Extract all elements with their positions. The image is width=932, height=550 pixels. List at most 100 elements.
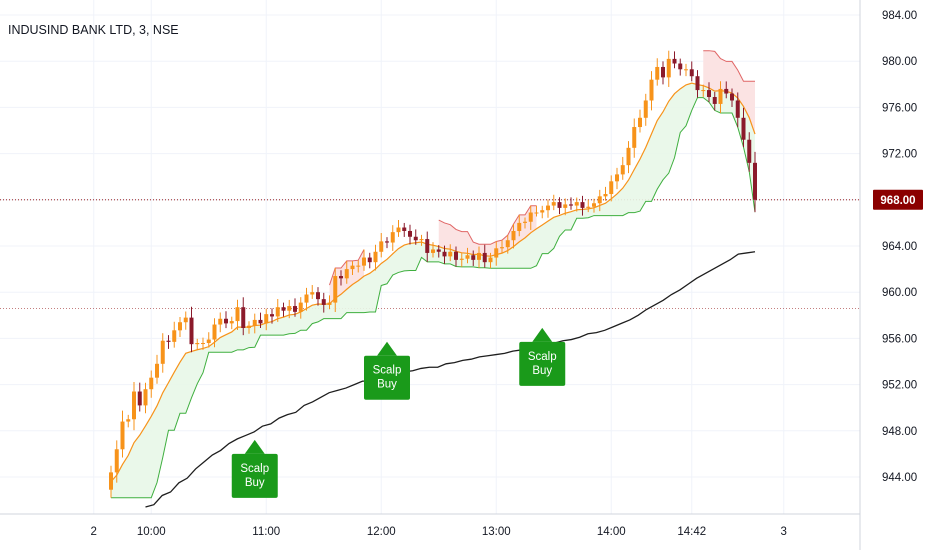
- candle-body: [362, 257, 366, 266]
- candle-body: [264, 314, 269, 324]
- candle-body: [114, 449, 119, 473]
- candle-body: [505, 240, 510, 248]
- candle-body: [293, 306, 297, 312]
- signal-label: Buy: [245, 477, 265, 489]
- candle-body: [206, 339, 211, 344]
- last-price-tag: 968.00: [873, 189, 923, 210]
- candle-body: [224, 318, 228, 324]
- candle-body: [189, 317, 194, 345]
- candle-body: [569, 204, 573, 206]
- candle-body: [339, 276, 343, 279]
- signal-label: Scalp: [240, 463, 269, 475]
- candle-body: [523, 221, 527, 223]
- resistance-fill: [703, 50, 755, 135]
- support-line: [111, 97, 756, 499]
- candle-body: [379, 241, 384, 252]
- resistance-fill: [438, 205, 537, 257]
- candle-body: [649, 79, 654, 101]
- resistance-line: [703, 50, 755, 82]
- candle-body: [707, 90, 711, 98]
- candle-body: [655, 66, 660, 80]
- candle-body: [557, 202, 562, 208]
- candle-body: [367, 257, 372, 263]
- scalp-buy-signals: Scalp Buy Scalp Buy Scalp Buy: [231, 327, 566, 498]
- candle-body: [350, 265, 355, 270]
- candle-body: [597, 196, 602, 204]
- candle-body: [718, 88, 723, 104]
- candle-body: [741, 117, 746, 140]
- candle-body: [212, 324, 217, 340]
- candle-body: [275, 307, 280, 317]
- candle-body: [574, 202, 579, 206]
- candle-body: [344, 269, 349, 279]
- signal-label: Scalp: [528, 351, 557, 363]
- signal-arrow: [244, 439, 265, 454]
- candle-body: [661, 66, 665, 78]
- candle-body: [454, 251, 458, 260]
- price-tick-label: 980.00: [882, 56, 917, 68]
- candle-body: [201, 343, 205, 345]
- candle-body: [258, 319, 263, 324]
- price-tick-label: 956.00: [882, 333, 917, 345]
- candle-body: [592, 203, 596, 207]
- candle-body: [643, 100, 648, 118]
- candle-body: [385, 241, 389, 243]
- signal-label: Scalp: [373, 365, 402, 377]
- candle-body: [551, 202, 556, 206]
- candle-body: [316, 292, 320, 300]
- candle-body: [603, 194, 608, 197]
- candle-body: [615, 174, 619, 182]
- candle-body: [132, 391, 136, 420]
- candle-body: [747, 139, 752, 163]
- signal-box: [364, 355, 410, 400]
- candle-body: [695, 76, 700, 91]
- candle-body: [304, 294, 309, 303]
- candle-body: [120, 421, 125, 450]
- price-tick-label: 944.00: [882, 472, 917, 484]
- candle-body: [270, 314, 274, 317]
- signal-label: Buy: [377, 379, 397, 391]
- candle-body: [356, 265, 361, 267]
- candle-body: [327, 302, 332, 305]
- candle-body: [666, 58, 671, 78]
- candle-body: [689, 69, 694, 77]
- candle-body: [408, 230, 412, 237]
- time-tick-label: 11:00: [252, 526, 280, 538]
- candle-body: [459, 258, 464, 260]
- time-tick-label: 10:00: [137, 526, 166, 538]
- candle-body: [442, 251, 447, 257]
- candle-body: [126, 419, 131, 422]
- candle-body: [333, 276, 338, 303]
- candle-body: [735, 100, 740, 118]
- candle-body: [425, 239, 430, 253]
- candle-body: [701, 90, 706, 92]
- candle-body: [229, 321, 234, 324]
- candlesticks: [109, 50, 757, 498]
- candle-body: [137, 391, 142, 406]
- candle-body: [178, 322, 182, 331]
- candle-body: [431, 249, 435, 253]
- scalp-buy-signal: Scalp Buy: [519, 327, 566, 386]
- candle-body: [730, 93, 734, 101]
- signal-arrow: [532, 327, 553, 342]
- signal-label: Buy: [532, 365, 552, 377]
- last-price-tag-bg: [873, 189, 923, 210]
- price-tick-label: 960.00: [882, 287, 917, 299]
- candle-body: [321, 299, 326, 305]
- candle-body: [195, 343, 200, 345]
- candle-body: [609, 181, 614, 195]
- candle-body: [247, 325, 251, 329]
- candle-body: [419, 239, 424, 241]
- candle-body: [471, 255, 476, 260]
- price-tick-label: 984.00: [882, 10, 917, 22]
- candle-body: [712, 97, 717, 104]
- candle-body: [517, 222, 522, 231]
- price-tick-label: 948.00: [882, 426, 917, 438]
- candle-body: [563, 204, 568, 208]
- slow-moving-average-line: [145, 251, 756, 508]
- candle-body: [373, 251, 378, 263]
- candle-body: [298, 302, 303, 312]
- candle-body: [448, 251, 453, 257]
